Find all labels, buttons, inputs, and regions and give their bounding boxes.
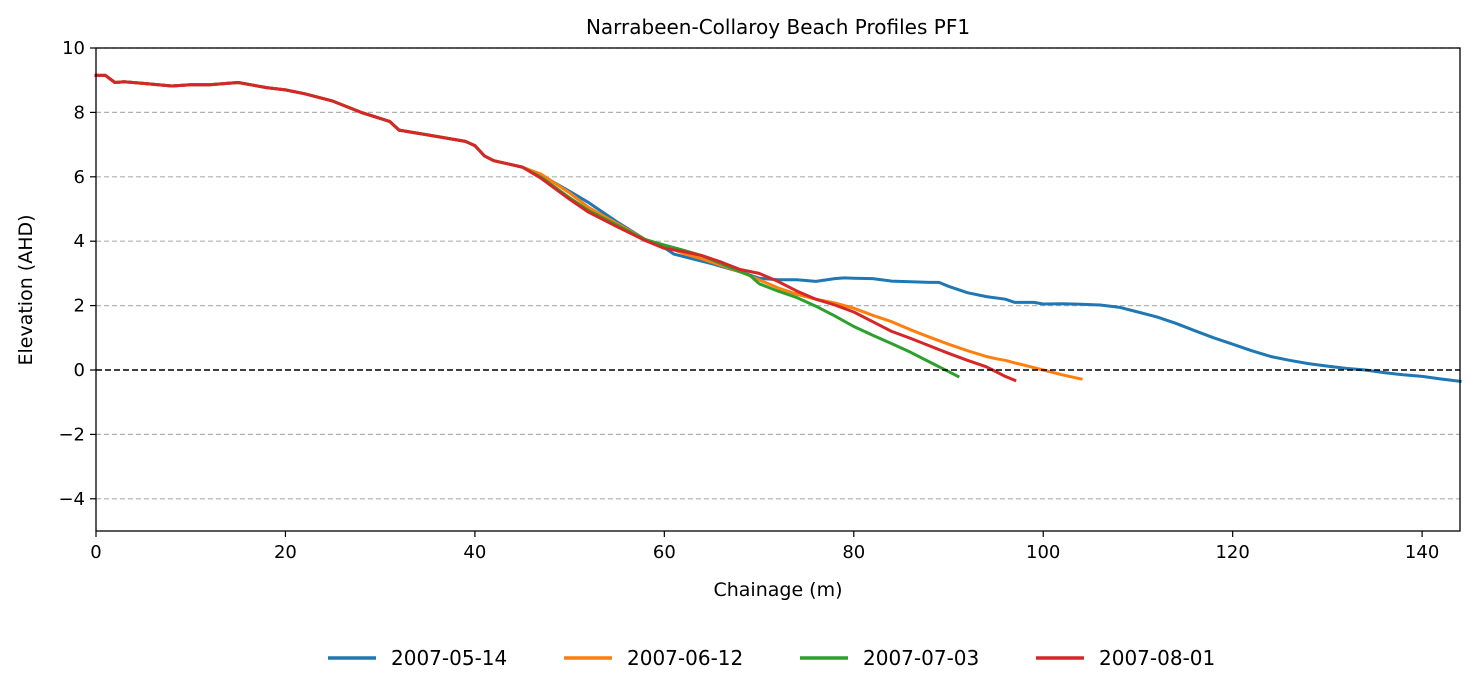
x-axis-ticks: 0 20 40 60 80 100 120 140	[90, 531, 1439, 563]
plot-frame	[95, 47, 1461, 532]
grid-lines	[96, 47, 1460, 500]
series-line-1	[94, 73, 1083, 381]
x-tick-label-2: 40	[463, 542, 486, 563]
y-tick-label-2: 0	[74, 360, 85, 381]
x-tick-label-5: 100	[1026, 542, 1060, 563]
x-tick-label-3: 60	[653, 542, 676, 563]
series-line-0	[94, 73, 1462, 383]
y-axis-label: Elevation (AHD)	[15, 214, 37, 365]
series-line-3	[94, 73, 1017, 383]
legend-label-3: 2007-08-01	[1099, 646, 1215, 670]
series-lines	[94, 73, 1462, 383]
x-tick-label-1: 20	[274, 542, 297, 563]
x-tick-label-6: 120	[1215, 542, 1249, 563]
y-tick-label-6: 8	[74, 102, 85, 123]
legend-label-0: 2007-05-14	[391, 646, 507, 670]
legend: 2007-05-14 2007-06-12 2007-07-03 2007-08-01	[328, 646, 1215, 670]
x-tick-label-7: 140	[1405, 542, 1439, 563]
series-line-2	[94, 73, 961, 379]
x-axis-label: Chainage (m)	[713, 579, 842, 601]
x-tick-label-4: 80	[842, 542, 865, 563]
y-axis-ticks: −4 −2 0 2 4 6 8 10	[58, 38, 96, 510]
y-tick-label-0: −4	[58, 489, 85, 510]
chart-title: Narrabeen-Collaroy Beach Profiles PF1	[586, 15, 970, 39]
y-tick-label-4: 4	[74, 231, 85, 252]
legend-label-1: 2007-06-12	[627, 646, 743, 670]
y-tick-label-3: 2	[74, 296, 85, 317]
legend-label-2: 2007-07-03	[863, 646, 979, 670]
x-tick-label-0: 0	[90, 542, 101, 563]
y-tick-label-1: −2	[58, 424, 85, 445]
y-tick-label-7: 10	[62, 38, 85, 59]
y-tick-label-5: 6	[74, 167, 85, 188]
